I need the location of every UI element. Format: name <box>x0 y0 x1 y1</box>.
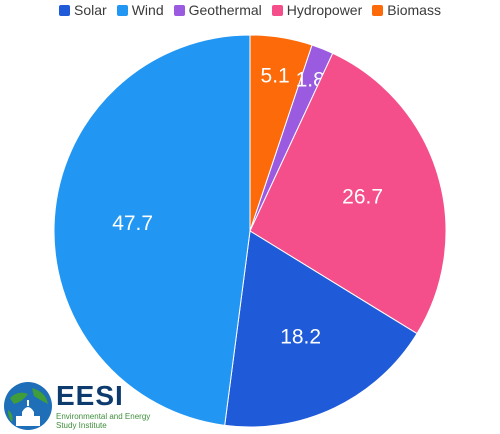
logo-subtitle: Environmental and Energy Study Institute <box>56 412 151 430</box>
legend-item-biomass[interactable]: Biomass <box>372 2 441 18</box>
data-label-hydropower: 26.7 <box>342 186 383 209</box>
pie-slice-wind[interactable] <box>53 34 251 426</box>
legend-item-wind[interactable]: Wind <box>116 2 164 18</box>
legend-swatch-geothermal <box>173 4 185 16</box>
legend-item-geothermal[interactable]: Geothermal <box>173 2 262 18</box>
chart-legend: Solar Wind Geothermal Hydropower Biomass <box>0 2 500 18</box>
pie-slice-hydropower[interactable] <box>249 52 447 335</box>
globe-capitol-icon <box>4 382 52 430</box>
legend-swatch-wind <box>116 4 128 16</box>
legend-swatch-hydropower <box>271 4 283 16</box>
legend-label-hydropower: Hydropower <box>286 2 363 18</box>
legend-swatch-solar <box>59 4 71 16</box>
data-label-solar: 18.2 <box>280 326 321 349</box>
legend-label-biomass: Biomass <box>387 2 441 18</box>
legend-label-solar: Solar <box>74 2 107 18</box>
legend-swatch-biomass <box>372 4 384 16</box>
legend-label-geothermal: Geothermal <box>188 2 262 18</box>
legend-item-solar[interactable]: Solar <box>59 2 107 18</box>
pie-slice-solar[interactable] <box>224 230 418 428</box>
eesi-logo: EESI Environmental and Energy Study Inst… <box>2 380 162 432</box>
data-label-wind: 47.7 <box>112 212 153 235</box>
legend-item-hydropower[interactable]: Hydropower <box>271 2 363 18</box>
legend-label-wind: Wind <box>131 2 164 18</box>
logo-wordmark: EESI <box>56 380 124 411</box>
data-label-biomass: 5.1 <box>261 65 290 88</box>
